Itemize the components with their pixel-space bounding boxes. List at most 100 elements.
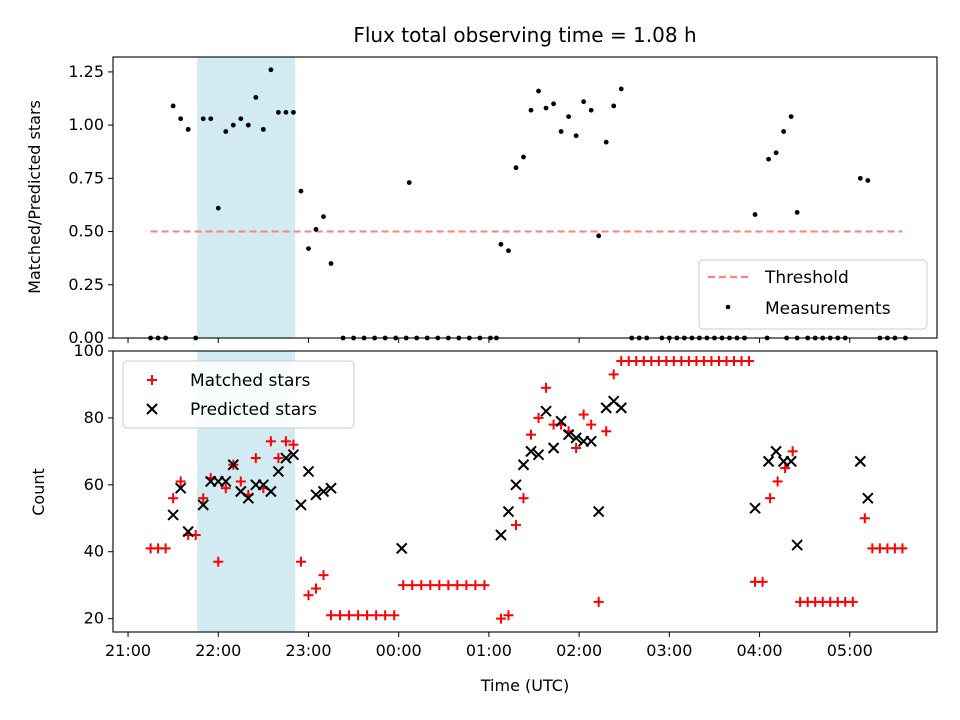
measurement-point — [276, 109, 281, 115]
matched-star-point — [859, 513, 870, 524]
matched-star-point — [586, 419, 597, 430]
measurement-point — [611, 103, 617, 109]
predicted-star-point-stroke — [749, 502, 761, 514]
measurement-point — [268, 67, 274, 73]
legend: Matched stars Predicted stars — [122, 360, 355, 429]
measurement-point — [857, 175, 863, 181]
predicted-star-point — [325, 482, 337, 494]
predicted-star-point-stroke — [325, 482, 337, 494]
predicted-star-point-stroke — [310, 489, 322, 501]
measurement-point — [313, 227, 319, 232]
predicted-star-point — [272, 465, 285, 478]
predicted-star-point — [785, 455, 797, 468]
predicted-star-point-stroke — [762, 455, 775, 468]
legend: Threshold Measurements — [698, 259, 928, 330]
legend-measurements-label: Measurements — [765, 299, 891, 319]
matched-star-point — [198, 493, 209, 504]
measurement-point — [328, 261, 334, 266]
y-tick-label: 0.75 — [68, 168, 104, 187]
predicted-star-point — [540, 405, 552, 417]
measurement-point — [245, 122, 251, 128]
matched-star-point — [772, 476, 783, 487]
y-tick-label: 0.25 — [68, 275, 104, 294]
x-tick-label: 22:00 — [195, 641, 241, 660]
matched-star-point — [757, 576, 768, 587]
measurement-point — [260, 126, 266, 132]
measurement-point — [558, 129, 564, 134]
predicted-star-point — [174, 482, 187, 494]
measurement-point — [238, 116, 244, 122]
measurement-point — [215, 205, 221, 211]
predicted-star-point — [862, 492, 874, 504]
matched-star-point — [407, 580, 418, 591]
matched-star-point — [765, 493, 776, 504]
predicted-star-point — [562, 428, 575, 441]
matched-star-point — [897, 543, 908, 554]
legend-predicted-marker-stroke — [146, 403, 158, 415]
measurement-point — [208, 116, 214, 122]
measurement-point — [752, 212, 758, 217]
matched-star-point — [265, 436, 276, 447]
matched-star-point — [452, 580, 463, 591]
matched-star-point — [518, 493, 529, 504]
matched-star-point — [510, 519, 521, 530]
predicted-star-point-stroke — [280, 452, 292, 464]
predicted-star-point — [592, 505, 605, 518]
predicted-star-point-stroke — [785, 455, 797, 468]
predicted-star-point — [182, 525, 194, 538]
measurement-point — [298, 188, 304, 194]
matched-star-point — [250, 453, 261, 464]
matched-star-point — [213, 556, 224, 567]
measurement-point — [223, 129, 229, 134]
predicted-star-point — [532, 448, 545, 461]
measurement-point — [618, 86, 624, 92]
matched-star-point — [578, 409, 589, 420]
measurement-point — [773, 150, 779, 156]
matched-star-point — [443, 580, 454, 591]
y-tick-label: 0.00 — [68, 328, 104, 347]
highlight-span — [197, 57, 295, 338]
matched-star-point — [371, 610, 382, 621]
predicted-star-point-stroke — [555, 415, 567, 427]
chart-title: Flux total observing time = 1.08 h — [353, 23, 696, 47]
predicted-star-point-stroke — [495, 529, 507, 541]
measurement-point — [536, 88, 541, 94]
predicted-star-point — [502, 505, 515, 518]
legend-predicted-label: Predicted stars — [190, 400, 317, 420]
y-tick-label: 20 — [84, 609, 104, 628]
matched-star-point — [326, 610, 337, 621]
x-tick-label: 03:00 — [646, 641, 692, 660]
y-tick-label: 80 — [84, 408, 104, 427]
predicted-star-point — [302, 465, 315, 478]
predicted-star-point-stroke — [220, 475, 232, 488]
predicted-star-point-stroke — [395, 542, 408, 555]
predicted-star-point — [197, 499, 209, 511]
predicted-star-point-stroke — [174, 482, 187, 494]
matched-star-point — [280, 436, 291, 447]
predicted-star-point-stroke — [862, 492, 874, 504]
predicted-star-point — [749, 502, 761, 514]
matched-star-point — [303, 590, 314, 601]
matched-star-point — [744, 356, 755, 367]
measurement-point — [596, 233, 602, 239]
predicted-star-point-stroke — [265, 485, 277, 498]
matched-star-point — [541, 382, 552, 393]
predicted-star-point — [265, 485, 277, 498]
matched-star-point — [461, 580, 472, 591]
legend-measurements-swatch — [725, 304, 731, 310]
matched-star-point — [398, 580, 409, 591]
legend-predicted-marker — [146, 403, 158, 415]
predicted-star-point-stroke — [302, 465, 315, 478]
x-tick-label: 01:00 — [466, 641, 512, 660]
top-axes: Flux total observing time = 1.08 h 0.00 0… — [25, 23, 938, 347]
predicted-star-point-stroke — [502, 505, 515, 518]
measurement-point — [588, 107, 594, 113]
measurement-point — [573, 133, 579, 139]
measurement-point — [498, 241, 504, 247]
predicted-star-point — [585, 435, 597, 448]
predicted-star-point-stroke — [854, 455, 867, 468]
matched-star-point — [344, 610, 355, 621]
y-tick-label: 40 — [84, 542, 104, 561]
measurement-point — [521, 154, 526, 160]
x-tick-label: 02:00 — [556, 641, 602, 660]
